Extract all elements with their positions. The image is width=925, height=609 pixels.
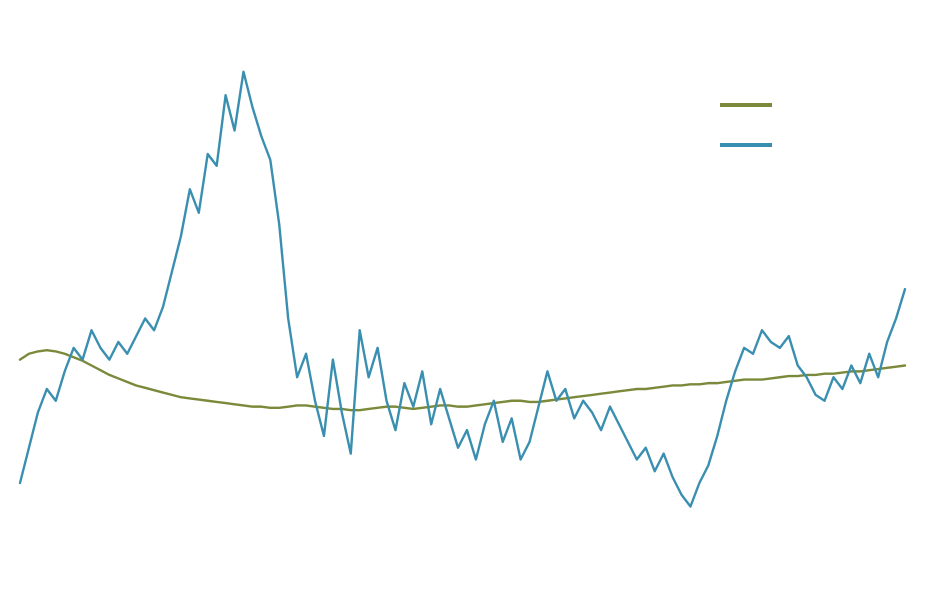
- series-line-a: [20, 350, 905, 410]
- series-line-b: [20, 72, 905, 507]
- line-chart: [0, 0, 925, 609]
- chart-svg: [0, 0, 925, 609]
